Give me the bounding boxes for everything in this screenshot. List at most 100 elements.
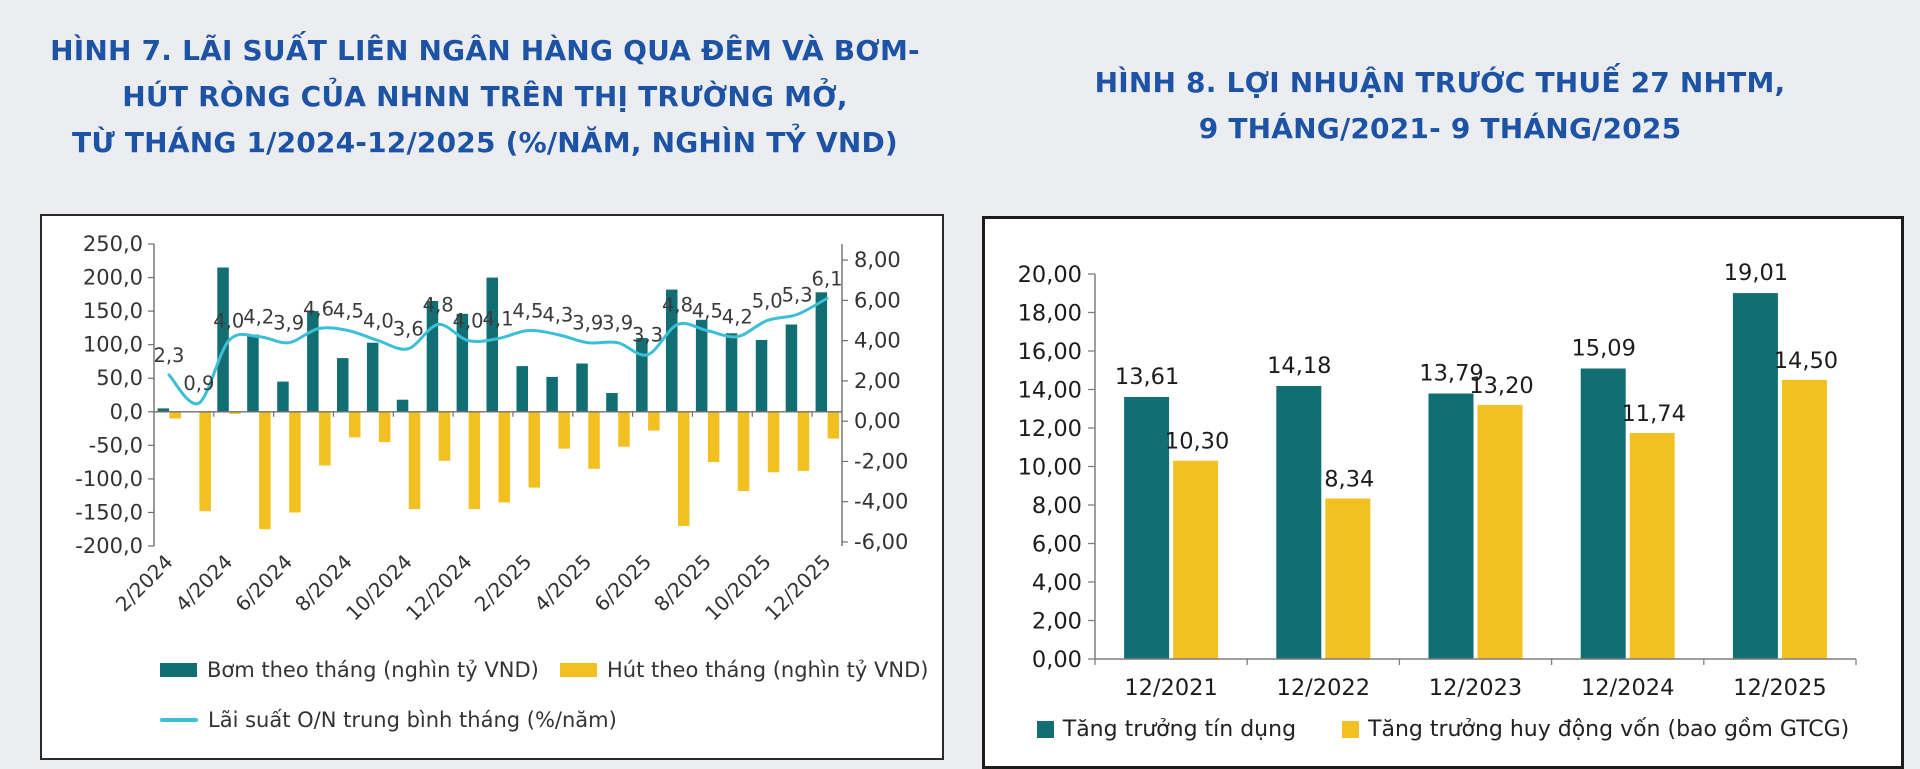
svg-text:6,00: 6,00 (1032, 532, 1082, 558)
svg-text:11,74: 11,74 (1621, 401, 1685, 427)
svg-text:18,00: 18,00 (1018, 301, 1082, 327)
svg-text:250,0: 250,0 (83, 232, 143, 256)
legend-item-bom: Bơm theo tháng (nghìn tỷ VND) (160, 658, 560, 682)
svg-text:4,00: 4,00 (1032, 570, 1082, 596)
figure7-panel: 250,0 200,0 150,0 100,0 50,0 0,0 -50,0 -100,0 -1… (40, 214, 944, 760)
svg-text:3,3: 3,3 (632, 324, 663, 347)
svg-text:12/2023: 12/2023 (1429, 675, 1522, 701)
svg-text:4/2024: 4/2024 (171, 550, 238, 617)
figure8-panel: 13,61 10,30 12/2021 14,18 8,34 12/2022 13,79 13… (982, 216, 1904, 769)
svg-text:4,5: 4,5 (692, 300, 723, 323)
svg-text:3,6: 3,6 (393, 318, 424, 341)
svg-text:8,00: 8,00 (854, 248, 901, 272)
svg-text:-50,0: -50,0 (89, 433, 143, 457)
legend-item-hut: Hút theo tháng (nghìn tỷ VND) (560, 658, 928, 682)
svg-text:4,3: 4,3 (542, 304, 573, 327)
figure7-title-line1: HÌNH 7. LÃI SUẤT LIÊN NGÂN HÀNG QUA ĐÊM … (50, 34, 920, 67)
svg-text:2/2025: 2/2025 (470, 550, 537, 617)
figure8-title-line1: HÌNH 8. LỢI NHUẬN TRƯỚC THUẾ 27 NHTM, (1094, 66, 1786, 99)
svg-text:6/2025: 6/2025 (589, 550, 656, 617)
svg-text:5,0: 5,0 (752, 290, 783, 313)
svg-text:-2,00: -2,00 (854, 449, 908, 473)
figure7-legend: Bơm theo tháng (nghìn tỷ VND) Hút theo t… (160, 658, 928, 732)
legend-tindung-label: Tăng trưởng tín dụng (1062, 717, 1297, 742)
figure8-title: HÌNH 8. LỢI NHUẬN TRƯỚC THUẾ 27 NHTM, 9 … (982, 60, 1898, 152)
svg-text:6,00: 6,00 (854, 288, 901, 312)
svg-text:2,00: 2,00 (1032, 609, 1082, 635)
svg-text:3,9: 3,9 (572, 312, 603, 335)
svg-text:4,0: 4,0 (213, 310, 244, 333)
svg-text:13,20: 13,20 (1469, 373, 1533, 399)
svg-text:3,9: 3,9 (273, 312, 304, 335)
svg-text:4,6: 4,6 (303, 298, 334, 321)
svg-text:4,8: 4,8 (662, 294, 693, 317)
svg-text:4,0: 4,0 (363, 310, 394, 333)
svg-text:20,00: 20,00 (1018, 262, 1082, 288)
svg-text:0,00: 0,00 (854, 409, 901, 433)
svg-text:8,00: 8,00 (1032, 493, 1082, 519)
svg-text:13,61: 13,61 (1115, 364, 1179, 390)
svg-text:5,3: 5,3 (782, 283, 813, 306)
svg-text:4,1: 4,1 (482, 308, 513, 331)
svg-text:12/2025: 12/2025 (760, 550, 836, 626)
svg-text:0,0: 0,0 (110, 400, 143, 424)
tindung-swatch-icon (1036, 721, 1054, 738)
svg-text:4,5: 4,5 (333, 300, 364, 323)
svg-text:6,1: 6,1 (812, 267, 843, 290)
svg-text:-150,0: -150,0 (75, 500, 143, 524)
figure7-title: HÌNH 7. LÃI SUẤT LIÊN NGÂN HÀNG QUA ĐÊM … (30, 28, 940, 166)
svg-text:4,00: 4,00 (854, 329, 901, 353)
svg-text:15,09: 15,09 (1571, 336, 1635, 362)
svg-text:-100,0: -100,0 (75, 467, 143, 491)
svg-text:-200,0: -200,0 (75, 534, 143, 558)
legend-item-huydong: Tăng trưởng huy động vốn (bao gồm GTCG) (1342, 717, 1849, 742)
svg-text:12,00: 12,00 (1018, 416, 1082, 442)
svg-text:2/2024: 2/2024 (111, 550, 178, 617)
legend-hut-label: Hút theo tháng (nghìn tỷ VND) (607, 658, 929, 682)
figure8-title-line2: 9 THÁNG/2021- 9 THÁNG/2025 (1198, 112, 1682, 145)
bom-swatch-icon (160, 663, 197, 677)
svg-text:4,2: 4,2 (243, 306, 274, 329)
svg-text:200,0: 200,0 (83, 266, 143, 290)
huydong-swatch-icon (1342, 721, 1360, 738)
figure7-title-line3: TỪ THÁNG 1/2024-12/2025 (%/NĂM, NGHÌN TỶ… (72, 126, 898, 159)
svg-text:19,01: 19,01 (1724, 260, 1788, 286)
svg-text:13,79: 13,79 (1419, 361, 1483, 387)
svg-text:50,0: 50,0 (96, 366, 143, 390)
svg-text:14,00: 14,00 (1018, 378, 1082, 404)
svg-text:14,18: 14,18 (1267, 353, 1331, 379)
svg-text:3,9: 3,9 (602, 312, 633, 335)
svg-text:4,8: 4,8 (423, 294, 454, 317)
svg-text:150,0: 150,0 (83, 299, 143, 323)
svg-text:12/2024: 12/2024 (401, 550, 477, 626)
legend-huydong-label: Tăng trưởng huy động vốn (bao gồm GTCG) (1368, 717, 1850, 742)
svg-text:-4,00: -4,00 (854, 490, 908, 514)
svg-text:12/2022: 12/2022 (1277, 675, 1370, 701)
svg-text:0,9: 0,9 (183, 372, 214, 395)
svg-text:16,00: 16,00 (1018, 339, 1082, 365)
svg-text:12/2021: 12/2021 (1124, 675, 1217, 701)
svg-text:4,0: 4,0 (453, 310, 484, 333)
svg-text:2,00: 2,00 (854, 369, 901, 393)
legend-laisuat-label: Lãi suất O/N trung bình tháng (%/năm) (208, 708, 617, 732)
legend-bom-label: Bơm theo tháng (nghìn tỷ VND) (207, 658, 539, 682)
figure8-chart: 13,61 10,30 12/2021 14,18 8,34 12/2022 13,7913… (1018, 260, 1857, 701)
legend-item-tindung: Tăng trưởng tín dụng (1036, 717, 1297, 742)
legend-item-laisuat: Lãi suất O/N trung bình tháng (%/năm) (160, 708, 617, 732)
svg-text:8,34: 8,34 (1324, 466, 1374, 492)
svg-text:12/2025: 12/2025 (1733, 675, 1826, 701)
figure7-title-line2: HÚT RÒNG CỦA NHNN TRÊN THỊ TRƯỜNG MỞ, (122, 80, 848, 113)
svg-text:4/2025: 4/2025 (530, 550, 597, 617)
svg-text:12/2024: 12/2024 (1581, 675, 1674, 701)
hut-swatch-icon (560, 663, 597, 677)
svg-text:10,30: 10,30 (1165, 429, 1229, 455)
svg-text:14,50: 14,50 (1774, 348, 1838, 374)
svg-text:0,00: 0,00 (1032, 647, 1082, 673)
svg-text:2,3: 2,3 (153, 344, 184, 367)
svg-text:4,2: 4,2 (722, 306, 753, 329)
svg-text:-6,00: -6,00 (854, 530, 908, 554)
svg-text:100,0: 100,0 (83, 333, 143, 357)
figure7-chart: 250,0 200,0 150,0 100,0 50,0 0,0 -50,0 -100,0 -1… (75, 232, 908, 626)
svg-text:4,5: 4,5 (512, 300, 543, 323)
